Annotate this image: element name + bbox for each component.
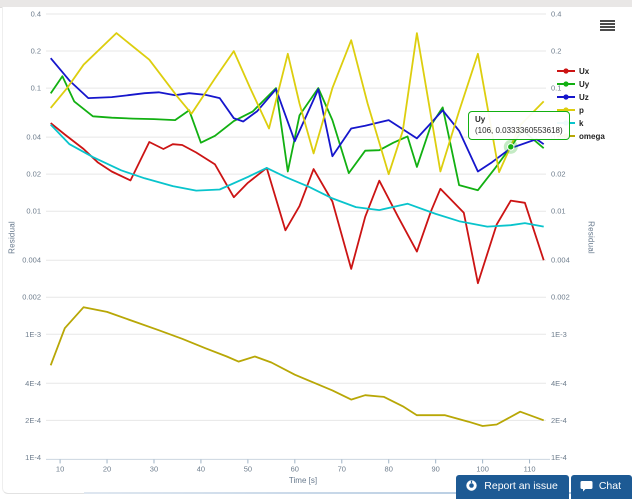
y-tick-label-left: 0.1 [31,84,41,93]
y-tick-label-left: 0.4 [31,10,41,19]
y-tick-label-left: 0.02 [26,170,41,179]
y-tick-label-right: 0.02 [551,170,566,179]
chart-canvas[interactable]: 0.40.40.20.20.10.10.040.040.020.020.010.… [1,0,632,478]
y-tick-label-right: 0.01 [551,207,566,216]
series-line-omega[interactable] [49,306,545,427]
x-tick-label: 110 [524,464,536,473]
hamburger-menu-icon[interactable] [600,20,615,33]
y-tick-label-left: 0.01 [26,207,41,216]
x-tick-label: 50 [244,464,252,473]
tooltip-series-name: Uy [475,115,486,124]
chat-button[interactable]: Chat [570,475,632,499]
y-tick-label-left: 0.2 [31,47,41,56]
y-tick-label-right: 0.1 [551,84,561,93]
series-line-Ux[interactable] [50,122,545,285]
series-line-p[interactable] [50,32,545,176]
series-line-Uz[interactable] [50,57,545,173]
legend-label: Uy [579,80,590,89]
y-tick-label-right: 0.004 [551,256,570,265]
legend-swatch-dot [563,81,569,87]
y-tick-label-left: 4E-4 [25,379,41,388]
page-bottom-divider [84,492,632,494]
x-tick-label: 100 [476,464,489,473]
x-tick-label: 30 [150,464,158,473]
footer-buttons: Report an issue Chat [456,475,632,499]
report-issue-icon [465,479,478,492]
x-tick-label: 10 [56,464,64,473]
y-tick-label-left: 1E-4 [25,453,41,462]
y-tick-label-right: 1E-4 [551,453,567,462]
y-tick-label-left: 0.002 [22,293,41,302]
y-tick-label-left: 2E-4 [25,416,41,425]
chart-card: 0.40.40.20.20.10.10.040.040.020.020.010.… [2,7,632,494]
legend-label: k [579,119,584,128]
x-tick-label: 90 [431,464,439,473]
y-tick-label-right: 0.2 [551,47,561,56]
hover-tooltip: Uy (106, 0.0333360553618) [468,111,570,140]
y-tick-label-left: 0.004 [22,256,41,265]
y-tick-label-left: 1E-3 [25,330,41,339]
x-tick-label: 60 [291,464,299,473]
x-tick-label: 20 [103,464,111,473]
x-tick-label: 70 [338,464,346,473]
report-issue-button[interactable]: Report an issue [456,475,569,499]
legend-item-Uz[interactable]: Uz [557,93,589,102]
legend-swatch-dot [563,94,569,100]
legend-label: p [579,106,584,115]
y-tick-label-right: 2E-4 [551,416,567,425]
x-tick-label: 40 [197,464,205,473]
chat-bubble-icon [580,480,593,492]
y-tick-label-right: 0.4 [551,10,561,19]
x-axis-title: Time [s] [288,476,318,485]
y-tick-label-right: 0.002 [551,293,570,302]
series-line-Uy[interactable] [49,75,545,192]
legend-item-Ux[interactable]: Ux [557,67,590,76]
legend-label: Uz [579,93,589,102]
tooltip-value: (106, 0.0333360553618) [475,126,563,135]
legend-label: omega [579,132,605,141]
y-axis-title-right: Residual [586,221,596,254]
series-line-k[interactable] [50,123,544,228]
legend-label: Ux [579,67,590,76]
y-tick-label-left: 0.04 [26,133,41,142]
y-tick-label-right: 4E-4 [551,379,567,388]
legend-swatch-dot [563,68,569,74]
hover-point-marker [507,143,515,151]
y-tick-label-right: 1E-3 [551,330,567,339]
y-axis-title-left: Residual [7,221,17,254]
legend-item-Uy[interactable]: Uy [557,80,590,89]
x-tick-label: 80 [385,464,393,473]
